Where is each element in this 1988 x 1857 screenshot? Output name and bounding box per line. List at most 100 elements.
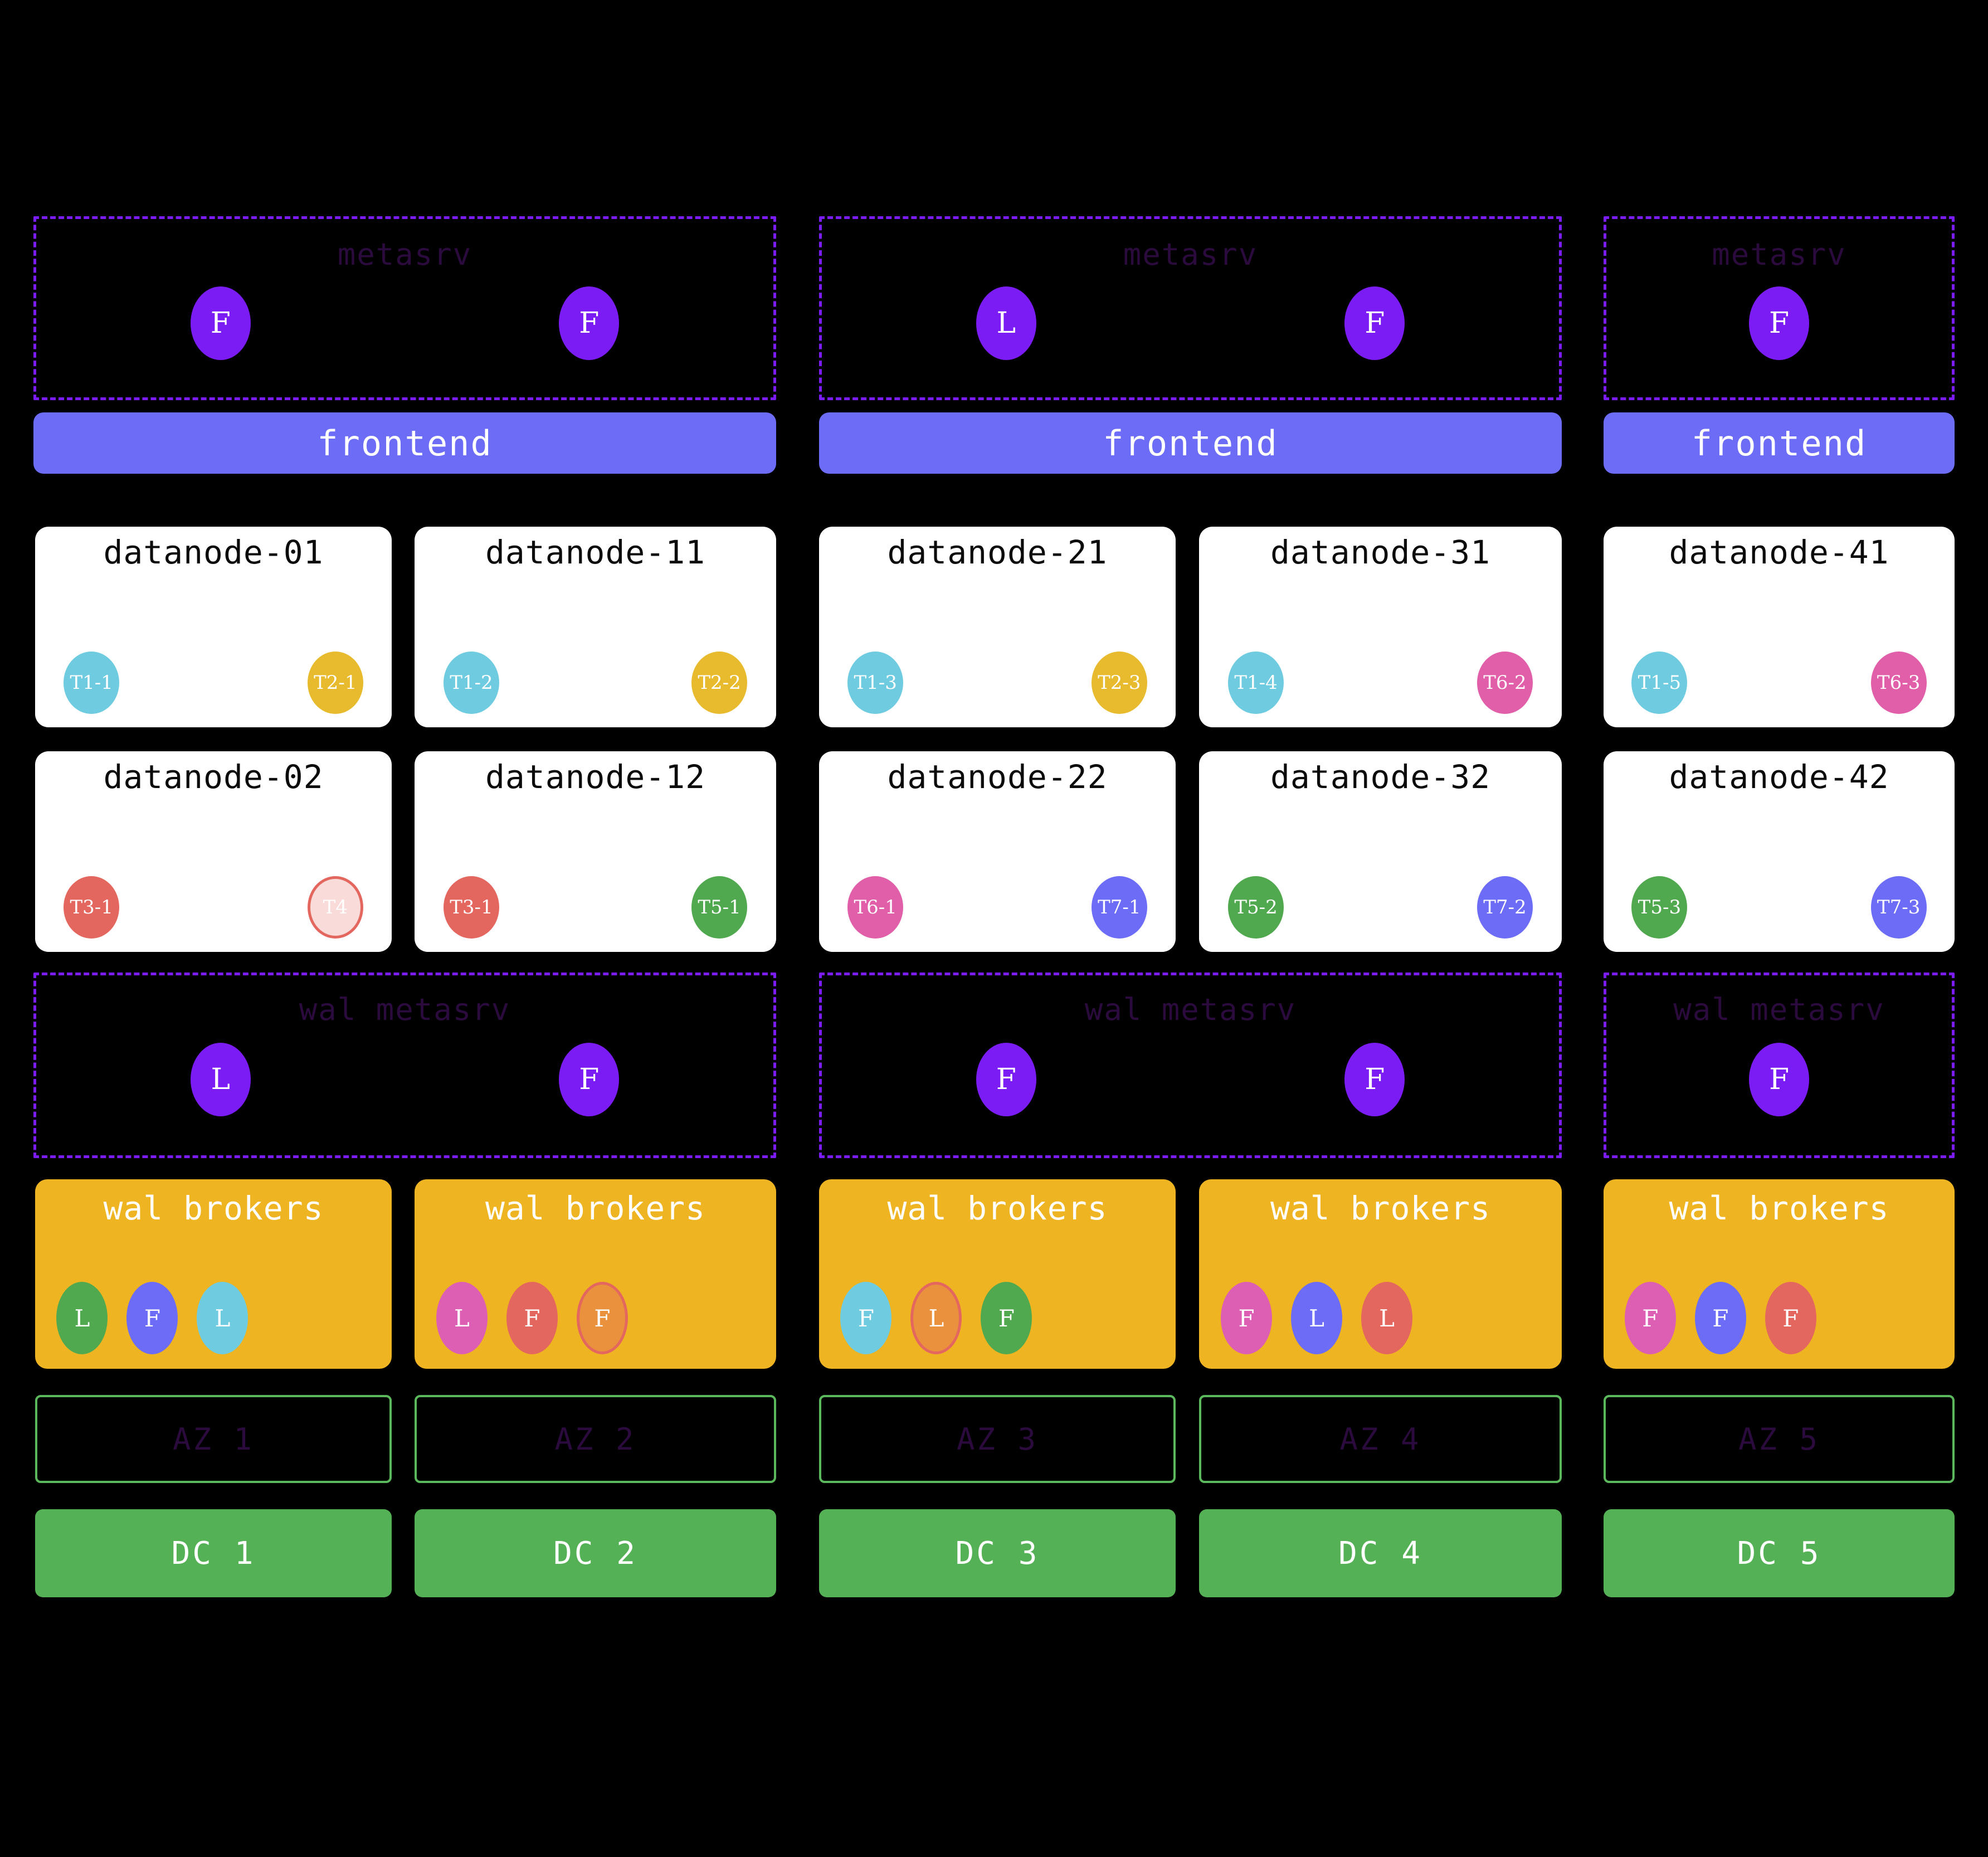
region-circle[interactable]: T7-1 (1091, 876, 1147, 939)
wal-broker-node[interactable]: F (1694, 1282, 1746, 1354)
metasrv-group-3-title: metasrv (1712, 237, 1846, 272)
wal-metasrv-node[interactable]: F (559, 1043, 620, 1116)
wal-brokers-title: wal brokers (485, 1189, 706, 1227)
dc-label: DC 2 (553, 1535, 637, 1572)
region-circle[interactable]: T5-1 (691, 876, 748, 939)
wal-metasrv-group-2-title: wal metasrv (1084, 992, 1297, 1027)
datanode-title: datanode-32 (1270, 758, 1491, 796)
region-circle[interactable]: T6-1 (847, 876, 904, 939)
region-circle[interactable]: T6-3 (1870, 652, 1927, 714)
wal-broker-node[interactable]: L (1361, 1282, 1413, 1354)
datanode-card[interactable]: datanode-21 T1-3 T2-3 (819, 527, 1176, 727)
metasrv-group-2-title: metasrv (1123, 237, 1258, 272)
wal-broker-node[interactable]: F (576, 1282, 628, 1354)
datanode-title: datanode-11 (485, 533, 706, 571)
dc-box: DC 5 (1604, 1509, 1955, 1597)
wal-metasrv-group-2: wal metasrv F F (819, 973, 1562, 1158)
dc-box: DC 4 (1199, 1509, 1562, 1597)
wal-metasrv-group-3-title: wal metasrv (1673, 992, 1885, 1027)
az-box: AZ 1 (35, 1395, 392, 1483)
wal-broker-node[interactable]: F (981, 1282, 1032, 1354)
wal-broker-node[interactable]: F (1221, 1282, 1273, 1354)
region-circle[interactable]: T1-1 (64, 652, 120, 714)
wal-brokers-card[interactable]: wal brokers F L L (1199, 1179, 1562, 1369)
region-circle[interactable]: T4 (307, 876, 363, 939)
wal-metasrv-node[interactable]: L (190, 1043, 251, 1116)
frontend-label: frontend (1103, 422, 1278, 464)
wal-brokers-title: wal brokers (103, 1189, 324, 1227)
wal-broker-node[interactable]: L (910, 1282, 962, 1354)
region-circle[interactable]: T3-1 (443, 876, 499, 939)
wal-broker-node[interactable]: F (1765, 1282, 1816, 1354)
datanode-card[interactable]: datanode-41 T1-5 T6-3 (1604, 527, 1955, 727)
region-circle[interactable]: T3-1 (64, 876, 120, 939)
wal-brokers-card[interactable]: wal brokers F F F (1604, 1179, 1955, 1369)
frontend-bar-1[interactable]: frontend (33, 412, 776, 474)
dc-box: DC 3 (819, 1509, 1176, 1597)
datanode-title: datanode-31 (1270, 533, 1491, 571)
az-box: AZ 4 (1199, 1395, 1562, 1483)
region-circle[interactable]: T1-3 (847, 652, 904, 714)
region-circle[interactable]: T5-2 (1228, 876, 1284, 939)
wal-broker-node[interactable]: F (506, 1282, 558, 1354)
wal-broker-node[interactable]: L (197, 1282, 248, 1354)
datanode-card[interactable]: datanode-22 T6-1 T7-1 (819, 751, 1176, 952)
datanode-title: datanode-42 (1669, 758, 1889, 796)
region-circle[interactable]: T1-5 (1631, 652, 1688, 714)
wal-broker-node[interactable]: F (1624, 1282, 1676, 1354)
metasrv-node[interactable]: F (1749, 286, 1809, 360)
wal-brokers-title: wal brokers (1669, 1189, 1889, 1227)
region-circle[interactable]: T1-4 (1228, 652, 1284, 714)
datanode-card[interactable]: datanode-01 T1-1 T2-1 (35, 527, 392, 727)
datanode-card[interactable]: datanode-32 T5-2 T7-2 (1199, 751, 1562, 952)
region-circle[interactable]: T2-1 (307, 652, 363, 714)
region-circle[interactable]: T5-3 (1631, 876, 1688, 939)
wal-metasrv-node[interactable]: F (1344, 1043, 1405, 1116)
wal-broker-node[interactable]: L (56, 1282, 108, 1354)
datanode-card[interactable]: datanode-12 T3-1 T5-1 (415, 751, 776, 952)
wal-brokers-card[interactable]: wal brokers F L F (819, 1179, 1176, 1369)
datanode-title: datanode-02 (103, 758, 324, 796)
az-box: AZ 2 (415, 1395, 776, 1483)
region-circle[interactable]: T7-3 (1870, 876, 1927, 939)
datanode-card[interactable]: datanode-11 T1-2 T2-2 (415, 527, 776, 727)
datanode-card[interactable]: datanode-02 T3-1 T4 (35, 751, 392, 952)
datanode-title: datanode-22 (887, 758, 1108, 796)
region-circle[interactable]: T2-2 (691, 652, 748, 714)
dc-label: DC 1 (171, 1535, 256, 1572)
dc-label: DC 5 (1737, 1535, 1821, 1572)
az-label: AZ 3 (956, 1421, 1039, 1457)
az-label: AZ 1 (172, 1421, 255, 1457)
wal-metasrv-group-1: wal metasrv L F (33, 973, 776, 1158)
wal-metasrv-group-3: wal metasrv F (1604, 973, 1955, 1158)
wal-broker-node[interactable]: F (126, 1282, 178, 1354)
wal-metasrv-node[interactable]: F (976, 1043, 1036, 1116)
wal-brokers-card[interactable]: wal brokers L F F (415, 1179, 776, 1369)
region-circle[interactable]: T2-3 (1091, 652, 1147, 714)
datanode-card[interactable]: datanode-42 T5-3 T7-3 (1604, 751, 1955, 952)
region-circle[interactable]: T1-2 (443, 652, 499, 714)
az-label: AZ 4 (1339, 1421, 1421, 1457)
metasrv-node[interactable]: F (1344, 286, 1405, 360)
dc-box: DC 1 (35, 1509, 392, 1597)
datanode-title: datanode-41 (1669, 533, 1889, 571)
datanode-title: datanode-12 (485, 758, 706, 796)
region-circle[interactable]: T7-2 (1477, 876, 1533, 939)
wal-brokers-card[interactable]: wal brokers L F L (35, 1179, 392, 1369)
frontend-bar-3[interactable]: frontend (1604, 412, 1955, 474)
wal-broker-node[interactable]: L (1291, 1282, 1343, 1354)
metasrv-node[interactable]: F (190, 286, 251, 360)
wal-broker-node[interactable]: L (436, 1282, 488, 1354)
metasrv-node[interactable]: F (559, 286, 620, 360)
metasrv-node[interactable]: L (976, 286, 1036, 360)
metasrv-group-1: metasrv F F (33, 216, 776, 400)
wal-metasrv-node[interactable]: F (1749, 1043, 1809, 1116)
region-circle[interactable]: T6-2 (1477, 652, 1533, 714)
frontend-label: frontend (317, 422, 493, 464)
datanode-card[interactable]: datanode-31 T1-4 T6-2 (1199, 527, 1562, 727)
dc-label: DC 4 (1338, 1535, 1422, 1572)
wal-brokers-title: wal brokers (1270, 1189, 1491, 1227)
frontend-bar-2[interactable]: frontend (819, 412, 1562, 474)
wal-broker-node[interactable]: F (840, 1282, 892, 1354)
frontend-label: frontend (1691, 422, 1867, 464)
